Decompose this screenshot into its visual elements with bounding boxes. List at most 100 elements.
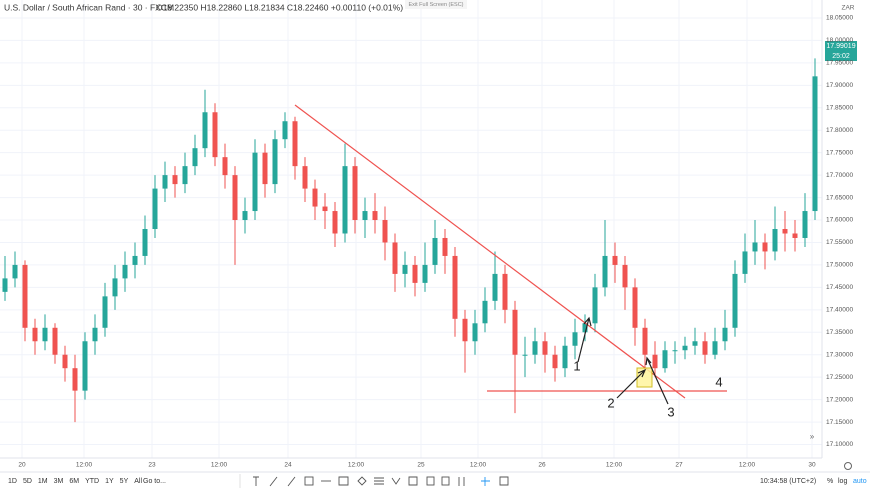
candle-body	[532, 341, 538, 355]
y-tick-label: 17.45000	[826, 284, 853, 291]
candle-body	[142, 229, 148, 256]
y-tick-label: 17.75000	[826, 149, 853, 156]
candle-body	[392, 242, 398, 274]
x-tick-label: 12:00	[739, 462, 756, 469]
candle-body	[462, 318, 468, 342]
candle-body	[272, 139, 278, 185]
x-tick-label: 23	[148, 462, 156, 469]
candle-body	[792, 233, 798, 238]
y-tick-label: 18.05000	[826, 15, 853, 22]
y-tick-label: 17.30000	[826, 351, 853, 358]
x-tick-label: 27	[675, 462, 683, 469]
candle-body	[322, 206, 328, 212]
y-tick-label: 17.95000	[826, 60, 853, 67]
candle-body	[802, 211, 808, 238]
x-tick-label: 12:00	[211, 462, 228, 469]
trend-line	[294, 104, 686, 399]
y-tick-label: 17.25000	[826, 374, 853, 381]
candle-body	[102, 296, 108, 328]
range-button[interactable]: YTD	[85, 478, 99, 485]
candle-body	[592, 287, 598, 324]
candle-body	[372, 211, 378, 221]
candle-body	[572, 332, 578, 346]
x-tick-label: 25	[417, 462, 425, 469]
range-button[interactable]: 1Y	[105, 478, 114, 485]
candle-body	[362, 211, 368, 221]
candle-body	[152, 188, 158, 229]
candle-body	[422, 264, 428, 283]
range-button[interactable]: All	[134, 478, 142, 485]
candle-body	[502, 273, 508, 310]
candle-body	[232, 175, 238, 221]
countdown: 25:02	[832, 53, 850, 60]
y-tick-label: 17.35000	[826, 329, 853, 336]
candle-body	[172, 175, 178, 185]
candle-body	[692, 341, 698, 346]
range-button[interactable]: 6M	[69, 478, 79, 485]
candle-body	[442, 237, 448, 256]
candle-body	[52, 327, 58, 355]
x-tick-label: 12:00	[76, 462, 93, 469]
fullscreen-hint[interactable]: Exit Full Screen (ESC)	[408, 2, 463, 8]
x-tick-label: 12:00	[348, 462, 365, 469]
annotation-label: 1	[573, 358, 580, 373]
candle-body	[682, 345, 688, 351]
candle-body	[612, 255, 618, 265]
candle-body	[382, 220, 388, 243]
candle-body	[762, 242, 768, 252]
log-toggle[interactable]: log	[838, 478, 847, 485]
scroll-button[interactable]: »	[810, 432, 815, 441]
candle-body	[282, 121, 288, 140]
goto-button[interactable]: Go to...	[143, 478, 166, 485]
candle-body	[452, 255, 458, 319]
candle-body	[672, 350, 678, 352]
percent-toggle[interactable]: %	[827, 478, 833, 485]
y-tick-label: 17.85000	[826, 104, 853, 111]
candle-body	[812, 76, 818, 212]
candle-body	[312, 188, 318, 207]
candle-body	[602, 255, 608, 288]
candle-body	[752, 242, 758, 252]
arrow-1	[577, 316, 592, 363]
candle-body	[302, 166, 308, 189]
y-tick-label: 17.65000	[826, 194, 853, 201]
candle-body	[122, 264, 128, 279]
candle-body	[542, 341, 548, 355]
y-tick-label: 17.60000	[826, 217, 853, 224]
candle-body	[202, 112, 208, 149]
range-button[interactable]: 3M	[54, 478, 64, 485]
candle-body	[702, 341, 708, 355]
annotation-label: 3	[667, 404, 674, 419]
candle-body	[632, 287, 638, 328]
candle-body	[132, 255, 138, 265]
candle-body	[562, 345, 568, 369]
last-price-tag	[825, 41, 857, 61]
range-button[interactable]: 1M	[38, 478, 48, 485]
candle-body	[782, 229, 788, 234]
candle-body	[712, 341, 718, 355]
candle-body	[342, 166, 348, 234]
y-tick-label: 18.00000	[826, 37, 853, 44]
range-button[interactable]: 5D	[23, 478, 32, 485]
symbol-title: U.S. Dollar / South African Rand · 30 · …	[4, 2, 174, 12]
auto-toggle[interactable]: auto	[853, 478, 867, 485]
candle-body	[492, 273, 498, 301]
toolbar	[0, 472, 870, 489]
range-button[interactable]: 1D	[8, 478, 17, 485]
candle-body	[2, 278, 8, 292]
arrow-2	[616, 368, 647, 399]
candle-body	[332, 211, 338, 234]
settings-icon[interactable]	[844, 462, 852, 470]
candle-body	[292, 121, 298, 167]
clock: 10:34:58 (UTC+2)	[760, 478, 816, 485]
candle-body	[472, 323, 478, 342]
candle-body	[72, 368, 78, 391]
y-tick-label: 17.15000	[826, 419, 853, 426]
x-tick-label: 26	[538, 462, 546, 469]
candle-body	[642, 327, 648, 355]
candle-body	[192, 148, 198, 167]
candle-body	[652, 354, 658, 369]
candle-body	[522, 354, 528, 356]
range-button[interactable]: 5Y	[120, 478, 129, 485]
x-tick-label: 20	[18, 462, 26, 469]
